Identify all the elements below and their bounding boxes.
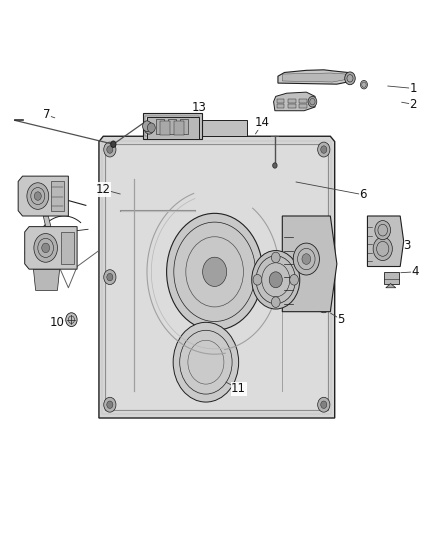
Polygon shape xyxy=(106,144,328,410)
Circle shape xyxy=(173,322,239,402)
Polygon shape xyxy=(278,70,350,84)
Circle shape xyxy=(145,123,154,134)
Bar xyxy=(299,104,307,108)
Circle shape xyxy=(34,192,41,200)
Bar xyxy=(288,99,296,103)
Bar xyxy=(60,232,74,264)
Circle shape xyxy=(104,270,116,285)
Circle shape xyxy=(104,397,116,412)
Circle shape xyxy=(111,141,116,148)
Circle shape xyxy=(42,243,49,253)
Polygon shape xyxy=(367,216,404,266)
Circle shape xyxy=(308,96,317,107)
Text: 10: 10 xyxy=(50,316,65,329)
Circle shape xyxy=(375,221,391,240)
Circle shape xyxy=(27,183,49,209)
Circle shape xyxy=(302,254,311,264)
Bar xyxy=(277,104,285,108)
Circle shape xyxy=(203,257,226,286)
Bar xyxy=(180,119,188,134)
Polygon shape xyxy=(143,120,247,136)
Circle shape xyxy=(293,243,319,275)
Circle shape xyxy=(273,163,277,168)
Polygon shape xyxy=(99,136,335,418)
Circle shape xyxy=(321,302,327,309)
Circle shape xyxy=(66,313,77,327)
Bar xyxy=(174,121,184,135)
Text: 7: 7 xyxy=(43,109,50,122)
Polygon shape xyxy=(18,176,68,216)
Circle shape xyxy=(318,298,330,313)
Circle shape xyxy=(107,401,113,408)
Circle shape xyxy=(166,213,263,330)
Text: 11: 11 xyxy=(231,382,246,395)
Circle shape xyxy=(321,146,327,154)
Circle shape xyxy=(107,273,113,281)
Text: 5: 5 xyxy=(338,313,345,326)
Circle shape xyxy=(290,274,298,285)
Text: 12: 12 xyxy=(96,183,111,196)
Bar xyxy=(277,99,285,103)
Bar xyxy=(384,272,399,284)
Circle shape xyxy=(269,272,283,288)
Text: 2: 2 xyxy=(410,98,417,111)
Circle shape xyxy=(143,121,151,132)
Polygon shape xyxy=(25,227,77,269)
Text: 8: 8 xyxy=(23,199,31,212)
Circle shape xyxy=(104,142,116,157)
Bar xyxy=(299,99,307,103)
Bar xyxy=(160,121,170,135)
Polygon shape xyxy=(274,92,315,111)
Bar xyxy=(147,117,199,139)
Circle shape xyxy=(345,72,355,85)
Bar xyxy=(155,119,163,134)
Circle shape xyxy=(34,233,57,262)
Polygon shape xyxy=(33,269,60,290)
Text: 14: 14 xyxy=(255,117,270,130)
Text: 13: 13 xyxy=(192,101,207,114)
Circle shape xyxy=(107,146,113,154)
Circle shape xyxy=(373,237,392,261)
Text: 3: 3 xyxy=(403,239,410,252)
Bar xyxy=(288,104,296,108)
Bar xyxy=(145,116,199,136)
Polygon shape xyxy=(43,216,51,227)
Circle shape xyxy=(253,274,262,285)
Circle shape xyxy=(318,142,330,157)
Circle shape xyxy=(148,123,155,133)
Bar xyxy=(168,119,176,134)
Polygon shape xyxy=(283,73,346,82)
Circle shape xyxy=(360,80,367,89)
Circle shape xyxy=(272,297,280,308)
Bar xyxy=(143,114,201,139)
Polygon shape xyxy=(386,284,396,288)
Bar xyxy=(51,181,64,211)
Text: 9: 9 xyxy=(23,249,31,262)
Text: 6: 6 xyxy=(359,188,367,201)
Circle shape xyxy=(272,252,280,263)
Text: 4: 4 xyxy=(412,265,419,278)
Circle shape xyxy=(321,401,327,408)
Circle shape xyxy=(318,397,330,412)
Circle shape xyxy=(252,251,300,309)
Polygon shape xyxy=(283,216,337,312)
Text: 1: 1 xyxy=(410,82,417,95)
